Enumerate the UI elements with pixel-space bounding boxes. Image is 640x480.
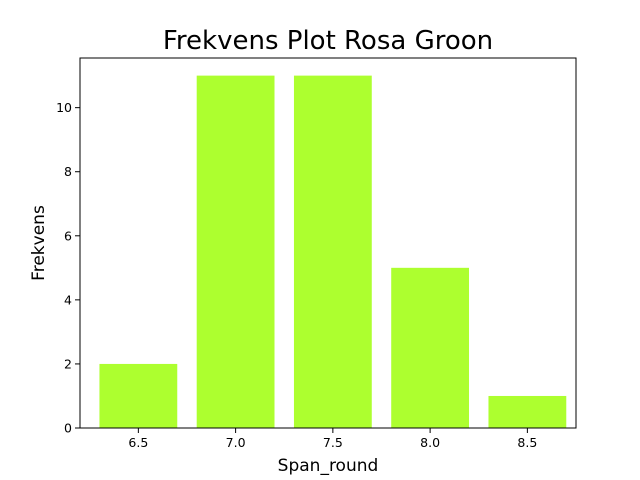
x-tick-label: 7.0: [226, 435, 246, 450]
y-axis-label: Frekvens: [29, 205, 49, 281]
bar-8.5: [488, 395, 567, 428]
y-tick-label: 4: [64, 292, 72, 307]
y-tick-label: 10: [56, 100, 72, 115]
bar-7.0: [196, 75, 275, 428]
plot-frame: [79, 57, 577, 429]
y-tick-label: 8: [64, 164, 72, 179]
x-tick-label: 7.5: [323, 435, 343, 450]
chart-title: Frekvens Plot Rosa Groon: [163, 26, 493, 56]
y-tick-label: 0: [64, 421, 72, 436]
x-tick-label: 6.5: [128, 435, 148, 450]
y-axis-ticks: 0 2 4 6 8 10: [56, 100, 80, 436]
bar-6.5: [99, 363, 178, 428]
x-tick-label: 8.5: [517, 435, 537, 450]
x-tick-label: 8.0: [420, 435, 440, 450]
bars-group: [99, 75, 567, 428]
bar-7.5: [293, 75, 372, 428]
x-axis-ticks: 6.5 7.0 7.5 8.0 8.5: [128, 428, 537, 450]
bar-8.0: [391, 267, 470, 428]
y-tick-label: 6: [64, 228, 72, 243]
y-tick-label: 2: [64, 356, 72, 371]
x-axis-label: Span_round: [278, 456, 379, 476]
